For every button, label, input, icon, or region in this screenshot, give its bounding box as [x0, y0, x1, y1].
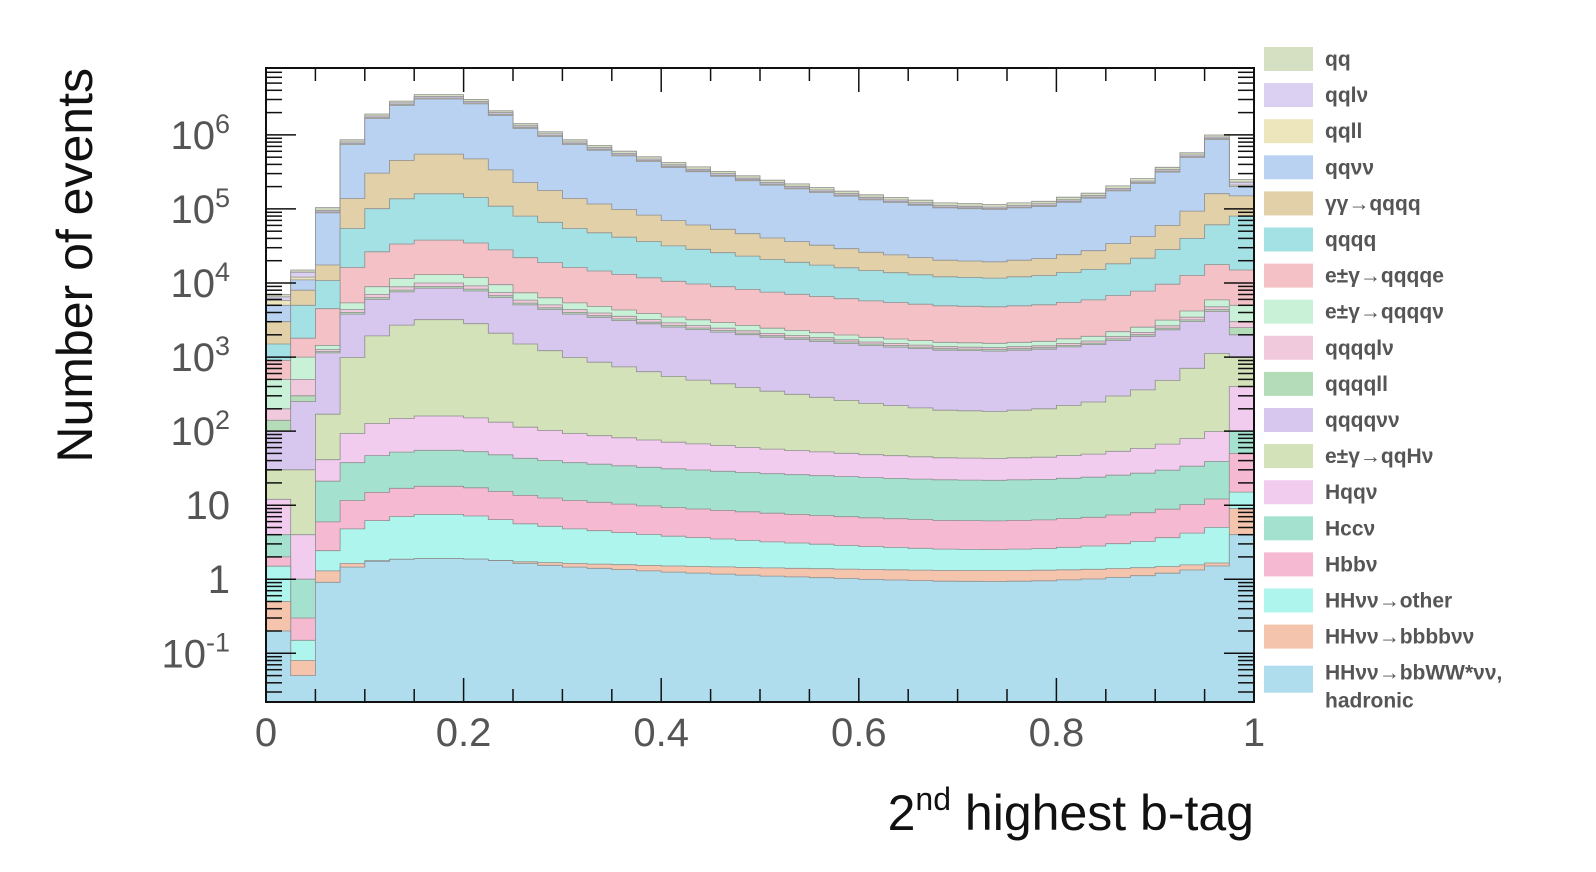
y-tick-label: 10-1	[161, 627, 230, 676]
tick-labels: 0 0.2 0.4 0.6 0.8 1 10-1 1 10 102 103 104 105 106	[161, 109, 1265, 755]
legend-swatch	[1264, 665, 1313, 693]
x-tick-label: 0.2	[436, 711, 492, 755]
histogram-fills	[265, 94, 1255, 703]
legend-label: qq	[1325, 48, 1351, 71]
x-tick-label: 0	[255, 711, 277, 755]
legend-swatch	[1264, 444, 1313, 469]
x-axis-title: 2nd highest b-tag	[888, 781, 1254, 841]
legend-label: Hccν	[1325, 517, 1375, 540]
legend-swatch	[1264, 516, 1313, 541]
x-tick-label: 1	[1243, 711, 1265, 755]
legend-label: qqqqll	[1325, 373, 1388, 396]
legend-swatch	[1264, 263, 1313, 288]
legend-swatch	[1264, 552, 1313, 577]
legend-label: γγ→qqqq	[1325, 192, 1421, 215]
y-tick-label: 106	[170, 109, 230, 158]
legend-label: qqqqνν	[1325, 409, 1400, 432]
legend-label: e±γ→qqHν	[1325, 445, 1433, 468]
x-tick-label: 0.6	[831, 711, 887, 755]
legend-swatch	[1264, 119, 1313, 144]
legend-swatch	[1264, 155, 1313, 180]
legend-swatch	[1264, 335, 1313, 360]
y-tick-label: 10	[186, 484, 231, 528]
legend-swatch	[1264, 408, 1313, 432]
y-tick-label: 105	[170, 183, 230, 232]
legend-swatch	[1264, 227, 1313, 252]
legend-label: qqll	[1325, 120, 1362, 143]
legend-label: HHνν→bbWW*νν,	[1325, 662, 1502, 685]
legend-label: HHνν→bbbbνν	[1325, 626, 1474, 649]
legend-label: HHνν→other	[1325, 590, 1452, 613]
legend-swatch	[1264, 588, 1313, 613]
axis-titles: 2nd highest b-tag Number of events	[47, 68, 1254, 841]
legend-label: e±γ→qqqqν	[1325, 301, 1444, 324]
legend-swatch	[1264, 299, 1313, 324]
legend-swatch	[1264, 624, 1313, 649]
legend-swatch	[1264, 191, 1313, 216]
y-tick-label: 103	[170, 331, 230, 380]
legend-label: Hbbν	[1325, 553, 1378, 576]
legend-label: qqqq	[1325, 229, 1376, 252]
axis-ticks	[265, 67, 1255, 702]
y-tick-label: 102	[170, 405, 230, 454]
legend: qqqqlνqqllqqννγγ→qqqqqqqqe±γ→qqqqee±γ→qq…	[1264, 47, 1502, 713]
legend-swatch	[1264, 47, 1313, 71]
y-tick-label: 104	[170, 257, 230, 306]
legend-label: qqlν	[1325, 84, 1368, 107]
x-tick-label: 0.4	[633, 711, 689, 755]
y-axis-title: Number of events	[47, 68, 103, 463]
legend-swatch	[1264, 480, 1313, 505]
legend-label: e±γ→qqqqe	[1325, 265, 1444, 288]
legend-label: qqqqlν	[1325, 337, 1394, 360]
legend-swatch	[1264, 83, 1313, 108]
legend-label: Hqqν	[1325, 481, 1378, 504]
series-hh-bbww-hadronic	[265, 534, 1255, 703]
legend-label: qqνν	[1325, 156, 1374, 179]
legend-label: hadronic	[1325, 690, 1414, 713]
y-tick-label: 1	[208, 558, 230, 602]
x-tick-label: 0.8	[1029, 711, 1085, 755]
legend-swatch	[1264, 371, 1313, 396]
